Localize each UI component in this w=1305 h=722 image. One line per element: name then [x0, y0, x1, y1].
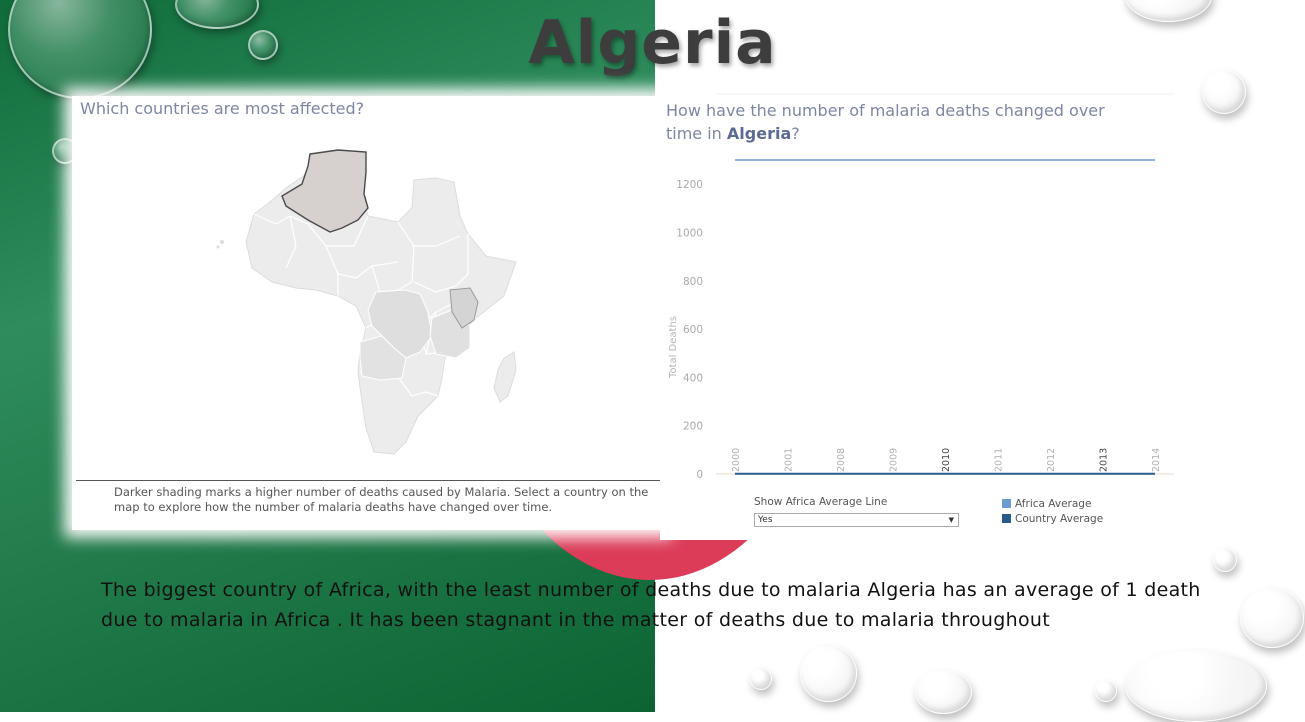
- map-panel: Which countries are most affected? Darke…: [72, 96, 664, 530]
- line-chart[interactable]: 0 200 400 600 800 1000 1200 Total Deaths 2000 200…: [660, 92, 1176, 492]
- water-drop-decoration: [1202, 70, 1246, 114]
- water-drop-decoration: [800, 645, 857, 702]
- country-kenya[interactable]: [449, 287, 479, 329]
- dropdown-arrow-icon: ▼: [948, 516, 954, 524]
- y-tick-label: 0: [696, 469, 703, 481]
- africa-map[interactable]: [76, 96, 662, 480]
- x-tick-label: 2012: [1046, 448, 1057, 472]
- country-algeria-selected[interactable]: [281, 149, 369, 233]
- y-tick-label: 600: [683, 324, 703, 336]
- slide-body-text: The biggest country of Africa, with the …: [101, 579, 1201, 631]
- water-drop-decoration: [1095, 680, 1117, 702]
- legend-label: Africa Average: [1015, 497, 1092, 510]
- chart-legend: Africa Average Country Average: [1002, 496, 1103, 526]
- island-cape-verde: [220, 240, 224, 244]
- legend-swatch: [1002, 514, 1011, 523]
- map-note: Darker shading marks a higher number of …: [114, 485, 649, 514]
- country-madagascar[interactable]: [493, 351, 517, 403]
- slide-title: Algeria: [528, 8, 777, 78]
- legend-label: Country Average: [1015, 512, 1104, 525]
- x-tick-label: 2013: [1099, 448, 1110, 472]
- country-angola[interactable]: [359, 335, 407, 381]
- x-tick-label: 2014: [1151, 448, 1162, 472]
- water-drop-decoration: [1240, 588, 1304, 648]
- island-cape-verde: [216, 245, 220, 249]
- chart-panel: How have the number of malaria deaths ch…: [660, 92, 1176, 540]
- water-drop-decoration: [1213, 548, 1237, 572]
- chart-heading-suffix: ?: [791, 124, 800, 143]
- y-tick-label: 800: [683, 276, 703, 288]
- chart-heading-country: Algeria: [726, 124, 792, 143]
- x-tick-label: 2000: [731, 448, 742, 472]
- chart-heading-text: How have the number of malaria deaths ch…: [666, 101, 1105, 143]
- map-heading: Which countries are most affected?: [80, 99, 365, 118]
- chart-heading: How have the number of malaria deaths ch…: [666, 99, 1136, 145]
- water-drop-decoration: [1125, 650, 1267, 722]
- x-tick-label: 2011: [994, 448, 1005, 472]
- water-drop-decoration: [915, 670, 972, 714]
- y-tick-label: 200: [683, 421, 703, 433]
- map-frame: Which countries are most affected?: [76, 96, 663, 481]
- legend-item-country-average[interactable]: Country Average: [1002, 511, 1103, 526]
- x-tick-label: 2008: [836, 448, 847, 472]
- x-tick-label: 2001: [784, 448, 795, 472]
- y-axis-label: Total Deaths: [668, 316, 679, 379]
- x-tick-label: 2009: [889, 448, 900, 472]
- water-drop-decoration: [248, 30, 278, 60]
- y-tick-label: 1200: [676, 179, 703, 191]
- y-tick-label: 1000: [676, 227, 703, 239]
- y-tick-label: 400: [683, 372, 703, 384]
- country-drc[interactable]: [367, 289, 433, 359]
- x-tick-label: 2010: [941, 448, 952, 472]
- africa-average-select[interactable]: Yes ▼: [754, 513, 959, 527]
- legend-swatch: [1002, 499, 1011, 508]
- water-drop-decoration: [750, 668, 772, 690]
- filter-label: Show Africa Average Line: [754, 496, 888, 508]
- filter-select-value: Yes: [758, 515, 773, 525]
- legend-item-africa-average[interactable]: Africa Average: [1002, 496, 1103, 511]
